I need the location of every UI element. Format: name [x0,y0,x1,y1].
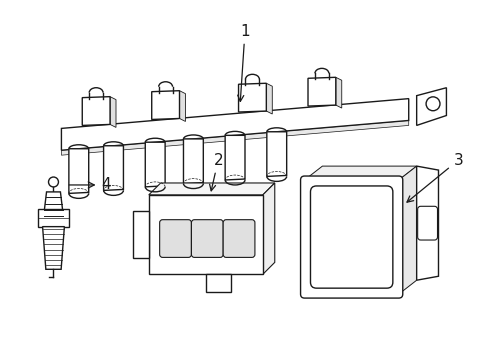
Polygon shape [145,142,165,187]
Polygon shape [416,166,438,280]
Polygon shape [416,88,446,125]
Polygon shape [266,83,272,114]
Text: 4: 4 [69,177,111,193]
Polygon shape [110,96,116,127]
Polygon shape [42,227,64,269]
Polygon shape [148,195,263,274]
Polygon shape [304,166,416,180]
FancyBboxPatch shape [191,220,223,257]
Polygon shape [266,132,286,176]
Polygon shape [133,211,148,258]
FancyBboxPatch shape [417,206,437,240]
Polygon shape [224,135,244,180]
Polygon shape [69,149,88,193]
Polygon shape [335,77,341,108]
Polygon shape [103,146,123,190]
Text: 2: 2 [209,153,223,191]
Polygon shape [38,209,69,227]
Polygon shape [183,139,203,184]
Polygon shape [238,83,266,112]
FancyBboxPatch shape [223,220,254,257]
FancyBboxPatch shape [310,186,392,288]
Polygon shape [61,99,408,150]
Polygon shape [148,183,274,195]
Polygon shape [205,274,230,292]
FancyBboxPatch shape [300,176,402,298]
Text: 3: 3 [406,153,462,202]
Polygon shape [398,166,416,294]
Polygon shape [43,192,63,217]
Polygon shape [61,121,408,155]
Polygon shape [179,91,185,121]
Circle shape [425,97,439,111]
Polygon shape [263,183,274,274]
FancyBboxPatch shape [160,220,191,257]
Polygon shape [151,91,179,120]
Circle shape [48,177,59,187]
Polygon shape [82,96,110,125]
Text: 1: 1 [237,24,249,102]
Polygon shape [307,77,335,106]
